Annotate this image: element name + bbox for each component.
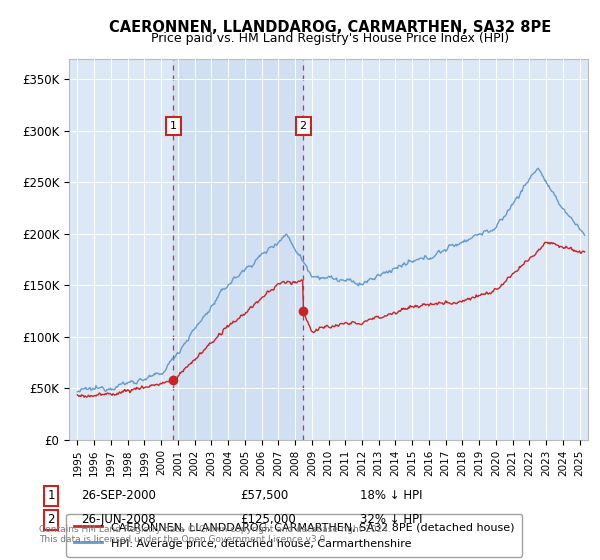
- Text: CAERONNEN, LLANDDAROG, CARMARTHEN, SA32 8PE: CAERONNEN, LLANDDAROG, CARMARTHEN, SA32 …: [109, 20, 551, 35]
- Text: Price paid vs. HM Land Registry's House Price Index (HPI): Price paid vs. HM Land Registry's House …: [151, 32, 509, 45]
- Text: 2: 2: [299, 121, 307, 130]
- Text: 1: 1: [47, 489, 55, 502]
- Text: 18% ↓ HPI: 18% ↓ HPI: [360, 489, 422, 502]
- Text: 2: 2: [47, 513, 55, 526]
- Text: £125,000: £125,000: [240, 513, 296, 526]
- Legend: CAERONNEN, LLANDDAROG, CARMARTHEN, SA32 8PE (detached house), HPI: Average price: CAERONNEN, LLANDDAROG, CARMARTHEN, SA32 …: [67, 514, 522, 557]
- Text: 1: 1: [170, 121, 177, 130]
- Text: 26-JUN-2008: 26-JUN-2008: [81, 513, 155, 526]
- Bar: [173, 59, 303, 440]
- Text: Contains HM Land Registry data © Crown copyright and database right 2024.
This d: Contains HM Land Registry data © Crown c…: [39, 525, 391, 544]
- Text: 32% ↓ HPI: 32% ↓ HPI: [360, 513, 422, 526]
- Text: 26-SEP-2000: 26-SEP-2000: [81, 489, 156, 502]
- Text: £57,500: £57,500: [240, 489, 288, 502]
